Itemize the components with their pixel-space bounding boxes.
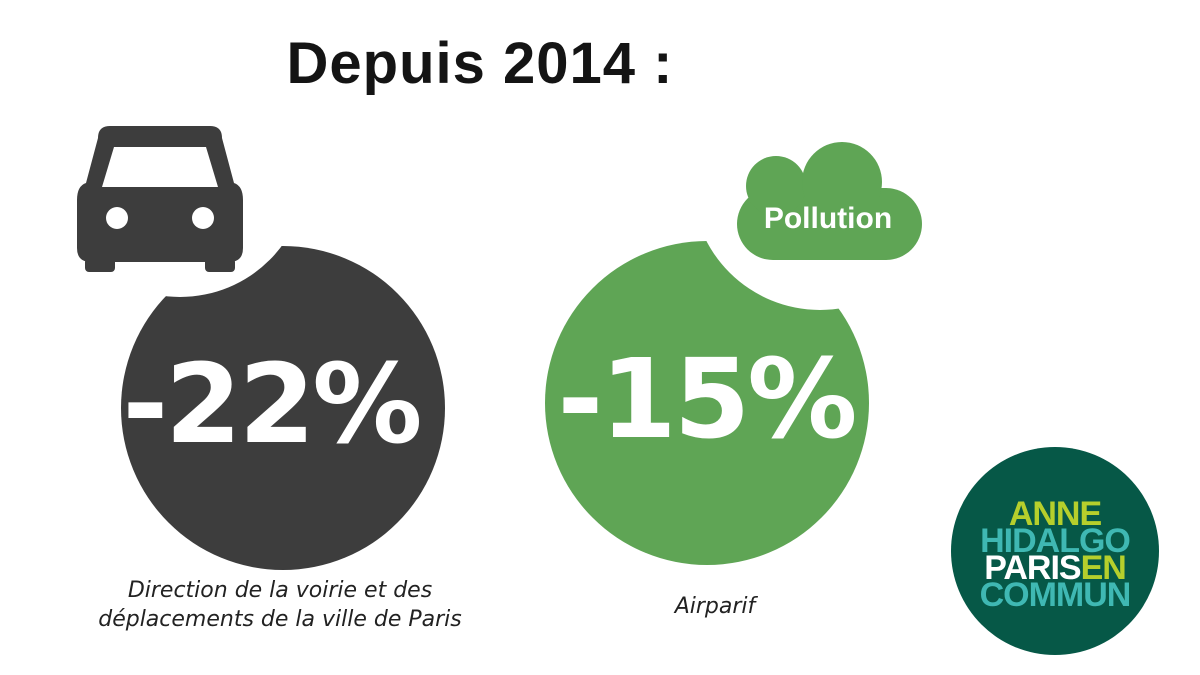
stat-value-car: -22% [123, 340, 420, 468]
logo-line-paris-en: PARISEN [951, 551, 1159, 585]
logo-word-en: EN [1080, 549, 1127, 587]
car-icon [77, 126, 243, 272]
source-text-pollution: Airparif [674, 594, 756, 619]
source-text-car: Direction de la voirie et des déplacemen… [98, 578, 462, 632]
logo-line-hidalgo: HIDALGO [980, 522, 1131, 560]
stat-circle-car [121, 246, 445, 570]
logo-line-anne: ANNE [1008, 495, 1102, 533]
page-title: Depuis 2014 : [286, 31, 674, 96]
stat-value-pollution: -15% [558, 335, 855, 463]
cloud-label: Pollution [764, 202, 892, 235]
cloud-icon [737, 142, 922, 260]
stat-circle-pollution [545, 241, 869, 565]
logo-line-commun: COMMUN [979, 576, 1132, 614]
logo-word-paris: PARIS [984, 549, 1081, 587]
campaign-logo: ANNE HIDALGO PARISEN COMMUN [951, 447, 1159, 655]
